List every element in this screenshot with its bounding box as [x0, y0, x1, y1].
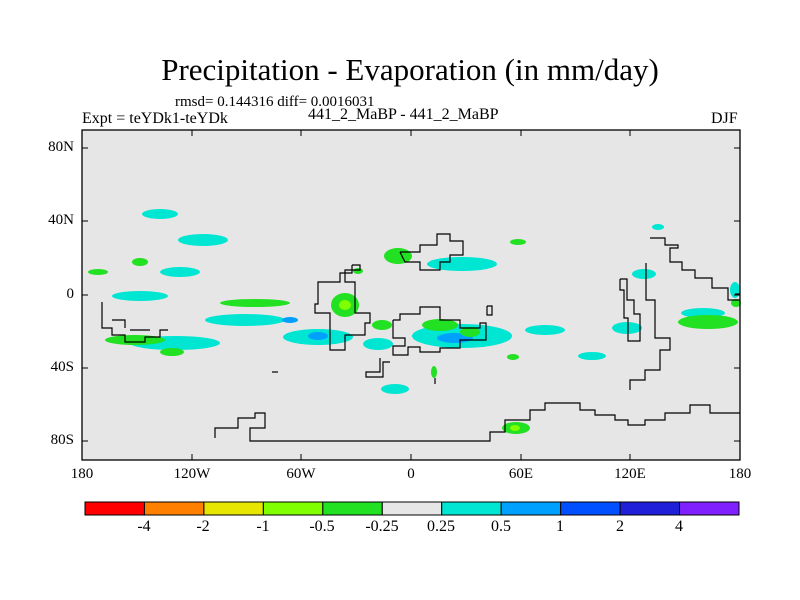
- season-label: DJF: [711, 110, 738, 127]
- experiment-label: Expt = teYDk1-teYDk: [82, 110, 228, 127]
- colorbar-swatch: [619, 501, 681, 516]
- colorbar-swatch: [322, 501, 383, 516]
- colorbar-label: 0.25: [427, 518, 455, 535]
- x-tick-label: 60W: [286, 466, 316, 482]
- coastline: [486, 305, 493, 316]
- x-tick-label: 0: [407, 466, 415, 482]
- y-tick-label: 40N: [48, 212, 74, 228]
- anomaly-blob: [510, 425, 520, 431]
- colorbar-swatch: [441, 501, 502, 516]
- anomaly-blob: [427, 257, 497, 271]
- anomaly-blob: [381, 384, 409, 394]
- coastline: [392, 306, 487, 356]
- anomaly-blob: [220, 299, 290, 307]
- colorbar-label: -0.5: [309, 518, 335, 535]
- anomaly-blob: [339, 300, 351, 310]
- anomaly-blob: [460, 327, 480, 337]
- anomaly-blob: [282, 317, 298, 323]
- anomaly-blob: [160, 348, 184, 356]
- anomaly-blob: [372, 320, 392, 330]
- cases-label: 441_2_MaBP - 441_2_MaBP: [308, 106, 499, 123]
- colorbar-swatch: [84, 501, 145, 516]
- plot-title: Precipitation - Evaporation (in mm/day): [161, 52, 659, 87]
- x-tick-label: 180: [728, 466, 752, 482]
- y-tick-label: 80S: [50, 432, 74, 448]
- anomaly-blob: [353, 268, 363, 274]
- x-tick-label: 180: [70, 466, 94, 482]
- anomaly-blob: [88, 269, 108, 275]
- tick-marks: [82, 130, 740, 460]
- x-tick-label: 120W: [173, 466, 211, 482]
- colorbar-label: 1: [556, 518, 564, 535]
- anomaly-blob: [308, 332, 328, 340]
- colorbar-label: -4: [137, 518, 151, 535]
- anomaly-blob: [431, 366, 437, 378]
- anomaly-blob: [160, 267, 200, 277]
- anomaly-blob: [363, 338, 393, 350]
- anomaly-blob: [142, 209, 178, 219]
- colorbar-swatch: [262, 501, 324, 516]
- lime-anomaly-regions: [339, 300, 520, 431]
- colorbar-swatch: [500, 501, 562, 516]
- coastline: [365, 358, 390, 378]
- x-tick-label: 60E: [508, 466, 534, 482]
- y-tick-label: 40S: [50, 359, 74, 375]
- anomaly-blob: [507, 354, 519, 360]
- coastline: [101, 302, 168, 343]
- coastline: [399, 233, 464, 271]
- anomaly-blob: [510, 239, 526, 245]
- colorbar-swatch: [560, 501, 621, 516]
- anomaly-blob: [578, 352, 606, 360]
- coastline: [214, 402, 740, 442]
- colorbar-swatch: [203, 501, 264, 516]
- anomaly-blob: [178, 234, 228, 246]
- coastline: [314, 264, 371, 351]
- coastline: [619, 278, 641, 342]
- stats-text: rmsd= 0.144316 diff= 0.0016031: [175, 94, 375, 110]
- anomaly-blob: [205, 314, 285, 326]
- anomaly-blob: [632, 269, 656, 279]
- colorbar-swatch: [143, 501, 205, 516]
- colorbar: [84, 501, 740, 516]
- coastline: [112, 319, 126, 328]
- anomaly-blob: [525, 325, 565, 335]
- anomaly-blob: [422, 319, 458, 331]
- y-tick-label: 0: [66, 286, 75, 302]
- x-tick-label: 120E: [614, 466, 646, 482]
- colorbar-label: 0.5: [491, 518, 511, 535]
- y-tick-label: 80N: [48, 139, 74, 155]
- colorbar-label: -0.25: [365, 518, 399, 535]
- coastlines: [101, 233, 740, 442]
- colorbar-swatch: [381, 501, 443, 516]
- colorbar-label: -1: [256, 518, 270, 535]
- anomaly-blob: [612, 322, 642, 334]
- colorbar-swatch: [679, 501, 740, 516]
- colorbar-label: 2: [616, 518, 624, 535]
- colorbar-label: 4: [675, 518, 683, 535]
- anomaly-blob: [730, 282, 740, 298]
- colorbar-label: -2: [196, 518, 210, 535]
- anomaly-blob: [132, 258, 148, 266]
- positive-anomaly-regions: [112, 209, 740, 394]
- anomaly-blob: [678, 315, 738, 329]
- map-background: [82, 130, 740, 460]
- coastline: [629, 263, 671, 390]
- anomaly-blob: [112, 291, 168, 301]
- coastline: [650, 237, 740, 301]
- anomaly-blob: [652, 224, 664, 230]
- anomaly-blob: [731, 299, 741, 307]
